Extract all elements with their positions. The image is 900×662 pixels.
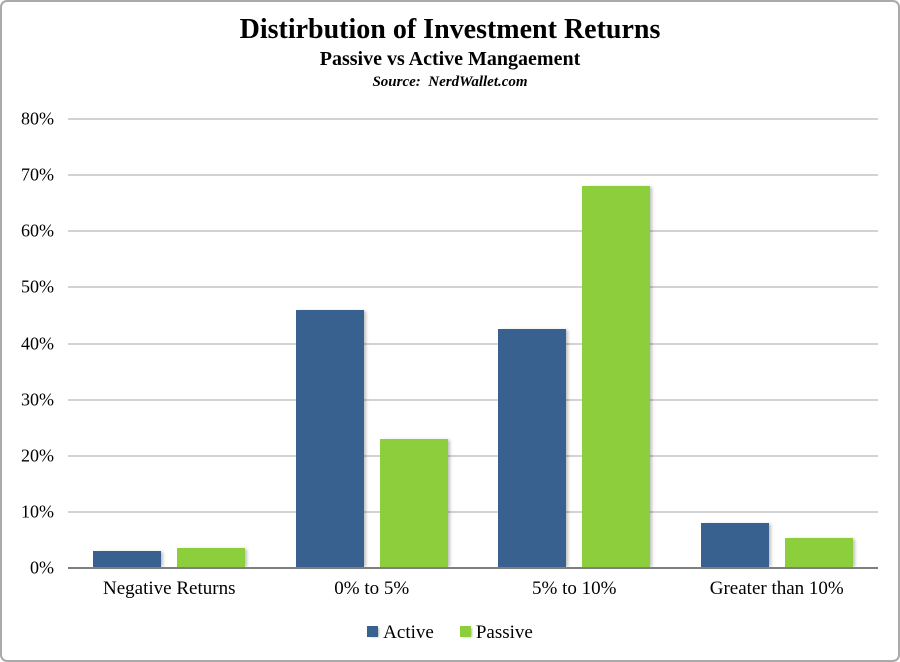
- y-tick-label: 70%: [21, 164, 54, 185]
- legend-item-active: Active: [367, 622, 434, 644]
- bar-active: [295, 309, 364, 568]
- gridline: [68, 399, 878, 401]
- x-axis-labels: Negative Returns 0% to 5% 5% to 10% Greater…: [68, 578, 878, 600]
- y-tick-label: 50%: [21, 276, 54, 297]
- bar-group: [473, 119, 676, 568]
- bar-passive: [784, 538, 853, 568]
- chart-subtitle: Passive vs Active Mangaement: [319, 48, 581, 71]
- y-tick-label: 30%: [21, 389, 54, 410]
- gridline: [68, 230, 878, 232]
- y-tick-label: 40%: [21, 333, 54, 353]
- chart-header: Distirbution of Investment Returns Passi…: [2, 14, 898, 91]
- legend-swatch-passive: [459, 625, 471, 637]
- y-tick-label: 10%: [21, 501, 54, 522]
- gridline: [68, 343, 878, 344]
- plot-area: [68, 118, 878, 569]
- legend-label: Passive: [475, 622, 533, 643]
- y-tick-label: 20%: [21, 445, 54, 466]
- bar-passive: [177, 548, 246, 568]
- x-category-label: Negative Returns: [103, 578, 236, 599]
- y-tick-label: 60%: [21, 220, 54, 241]
- gridline: [68, 174, 878, 176]
- bar-active: [93, 551, 162, 568]
- chart-title: Distirbution of Investment Returns: [239, 14, 661, 45]
- bar-active: [700, 523, 769, 568]
- gridline: [68, 286, 878, 288]
- x-axis-line: [68, 567, 878, 569]
- x-category-label: Greater than 10%: [709, 578, 844, 599]
- bar-passive: [379, 438, 448, 568]
- chart-source: Source: NerdWallet.com: [372, 74, 528, 91]
- bar-active: [498, 329, 567, 568]
- x-category-label: 0% to 5%: [334, 578, 410, 599]
- gridline: [68, 455, 878, 457]
- bar-group: [68, 119, 271, 568]
- y-tick-label: 80%: [21, 108, 54, 129]
- legend-label: Active: [383, 622, 434, 643]
- y-tick-label: 0%: [30, 557, 54, 578]
- bar-group: [676, 119, 879, 568]
- bar-passive: [582, 186, 651, 568]
- gridline: [68, 118, 878, 120]
- bar-group: [271, 119, 474, 568]
- legend-item-passive: Passive: [459, 622, 533, 644]
- x-category-label: 5% to 10%: [532, 578, 617, 599]
- y-axis: 0% 10% 20% 30% 40% 50% 60% 70% 80%: [2, 109, 60, 578]
- legend-swatch-active: [367, 625, 379, 637]
- gridline: [68, 511, 878, 513]
- legend: Active Passive: [2, 622, 898, 644]
- bar-groups: [68, 119, 878, 568]
